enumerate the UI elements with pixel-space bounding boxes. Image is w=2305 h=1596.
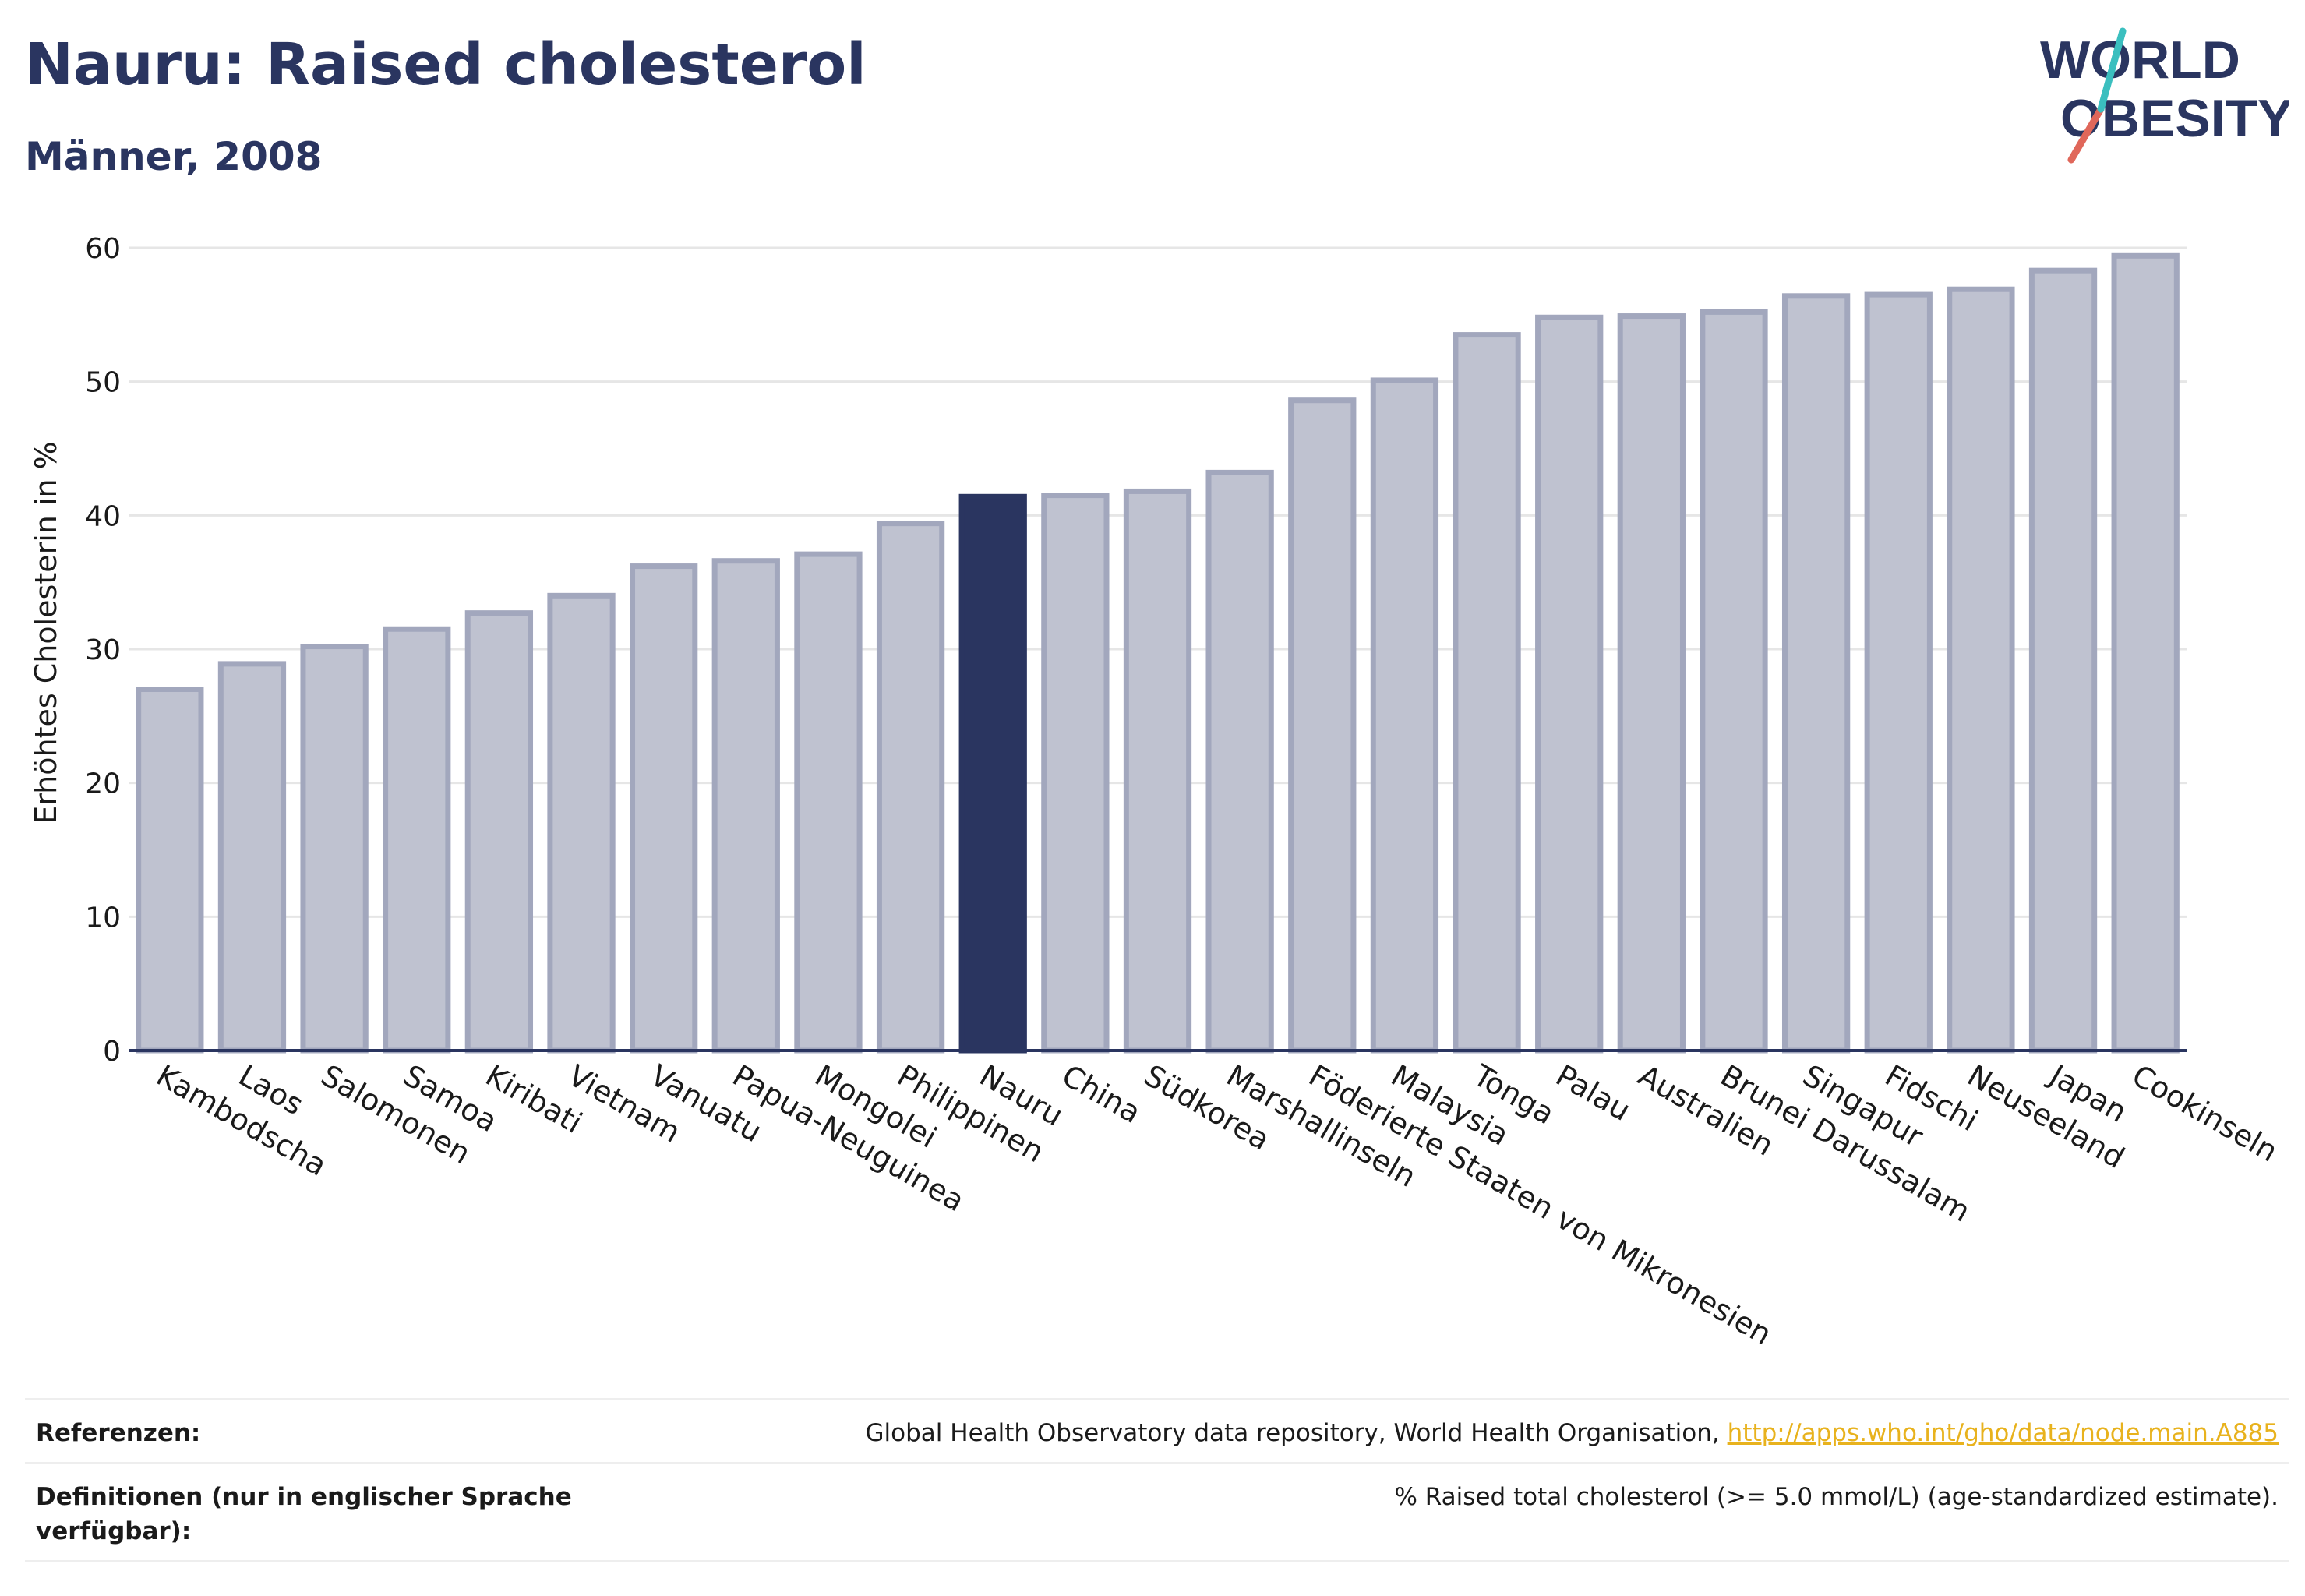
bar: [1864, 291, 1933, 1054]
chart-subtitle: Männer, 2008: [25, 134, 323, 179]
y-tick-label: 30: [85, 634, 121, 666]
bar: [1453, 332, 1521, 1054]
bar: [1947, 286, 2015, 1054]
bar: [300, 644, 369, 1054]
y-tick-label: 20: [85, 768, 121, 800]
y-tick-labels: 0 10 20 30 40 50 60: [85, 233, 121, 1068]
logo-slash-teal: [2097, 27, 2127, 113]
y-tick-label: 50: [85, 367, 121, 399]
bar: [1288, 397, 1357, 1054]
definitions-row: Definitionen (nur in englischer Sprache …: [25, 1462, 2289, 1562]
bar: [794, 551, 863, 1054]
logo-slash-red: [2067, 105, 2105, 164]
references-link[interactable]: http://apps.who.int/gho/data/node.main.A…: [1727, 1419, 2279, 1447]
world-obesity-logo: WORLD OBESITY: [2040, 27, 2289, 164]
y-tick-label: 40: [85, 500, 121, 532]
definitions-value: % Raised total cholesterol (>= 5.0 mmol/…: [1394, 1483, 2279, 1511]
bar: [217, 661, 287, 1054]
y-axis-title: Erhöhtes Cholesterin in %: [29, 441, 63, 824]
y-tick-label: 60: [85, 233, 121, 265]
bar: [464, 610, 534, 1054]
references-row: Referenzen: Global Health Observatory da…: [25, 1398, 2289, 1464]
references-value: Global Health Observatory data repositor…: [866, 1416, 2279, 1450]
chart-title: Nauru: Raised cholesterol: [25, 31, 867, 98]
references-text: Global Health Observatory data repositor…: [865, 1419, 1728, 1447]
bar: [547, 592, 616, 1054]
x-tick-label: Cookinseln: [2127, 1058, 2284, 1169]
bar: [630, 563, 698, 1054]
bar: [1370, 377, 1439, 1054]
y-tick-label: 0: [103, 1036, 121, 1068]
bar: [1123, 488, 1192, 1054]
bar: [136, 687, 204, 1054]
x-tick-label: Palau: [1550, 1058, 1636, 1128]
definitions-label: Definitionen (nur in englischer Sprache …: [36, 1483, 572, 1545]
bar: [1041, 493, 1110, 1054]
bar: [1781, 293, 1851, 1054]
bar: [1205, 469, 1274, 1054]
bar: [1700, 309, 1768, 1054]
references-label: Referenzen:: [36, 1419, 201, 1447]
x-tick-label: China: [1056, 1058, 1146, 1130]
bar: [1617, 313, 1686, 1054]
bar-highlight: [958, 493, 1027, 1054]
bar: [2028, 267, 2098, 1054]
logo-line1: WORLD: [2040, 30, 2240, 90]
bar: [711, 558, 780, 1054]
bar: [1535, 314, 1604, 1054]
bar: [2111, 252, 2180, 1054]
bar: [383, 626, 451, 1054]
footer-bottom-rule: [25, 1560, 2289, 1562]
bar-layer: [136, 252, 2180, 1054]
y-tick-label: 10: [85, 902, 121, 934]
bar: [876, 521, 945, 1054]
